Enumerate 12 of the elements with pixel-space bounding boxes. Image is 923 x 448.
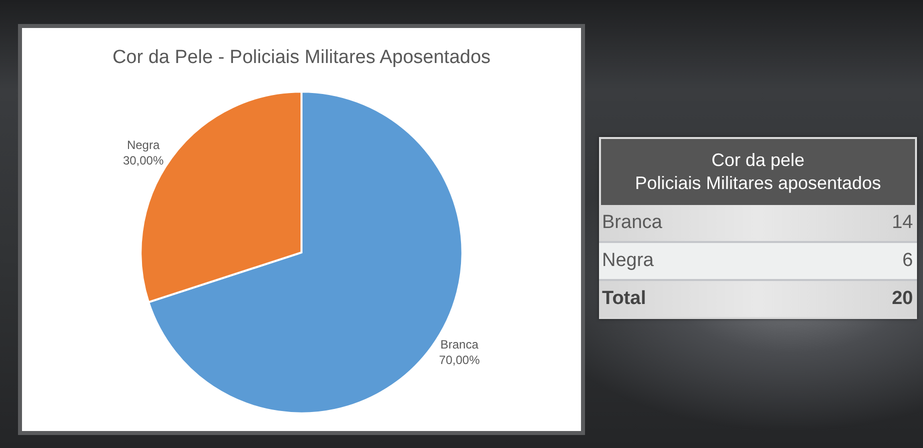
category-label: Total: [602, 288, 646, 310]
data-label: 30,00%: [122, 154, 164, 168]
slice-label: Negra: [126, 138, 160, 152]
data-label: 14: [892, 212, 913, 234]
data-label: 70,00%: [439, 352, 480, 367]
category-label: Negra: [602, 250, 654, 272]
data-label: 6: [902, 250, 913, 272]
data-label: 20: [892, 288, 913, 310]
text: Cor da pele Policiais Militares aposentados: [601, 139, 915, 205]
slice-label: Branca: [440, 337, 479, 352]
chart-title: Cor da Pele - Policiais Militares Aposentados: [112, 46, 491, 68]
category-label: Branca: [602, 212, 662, 234]
